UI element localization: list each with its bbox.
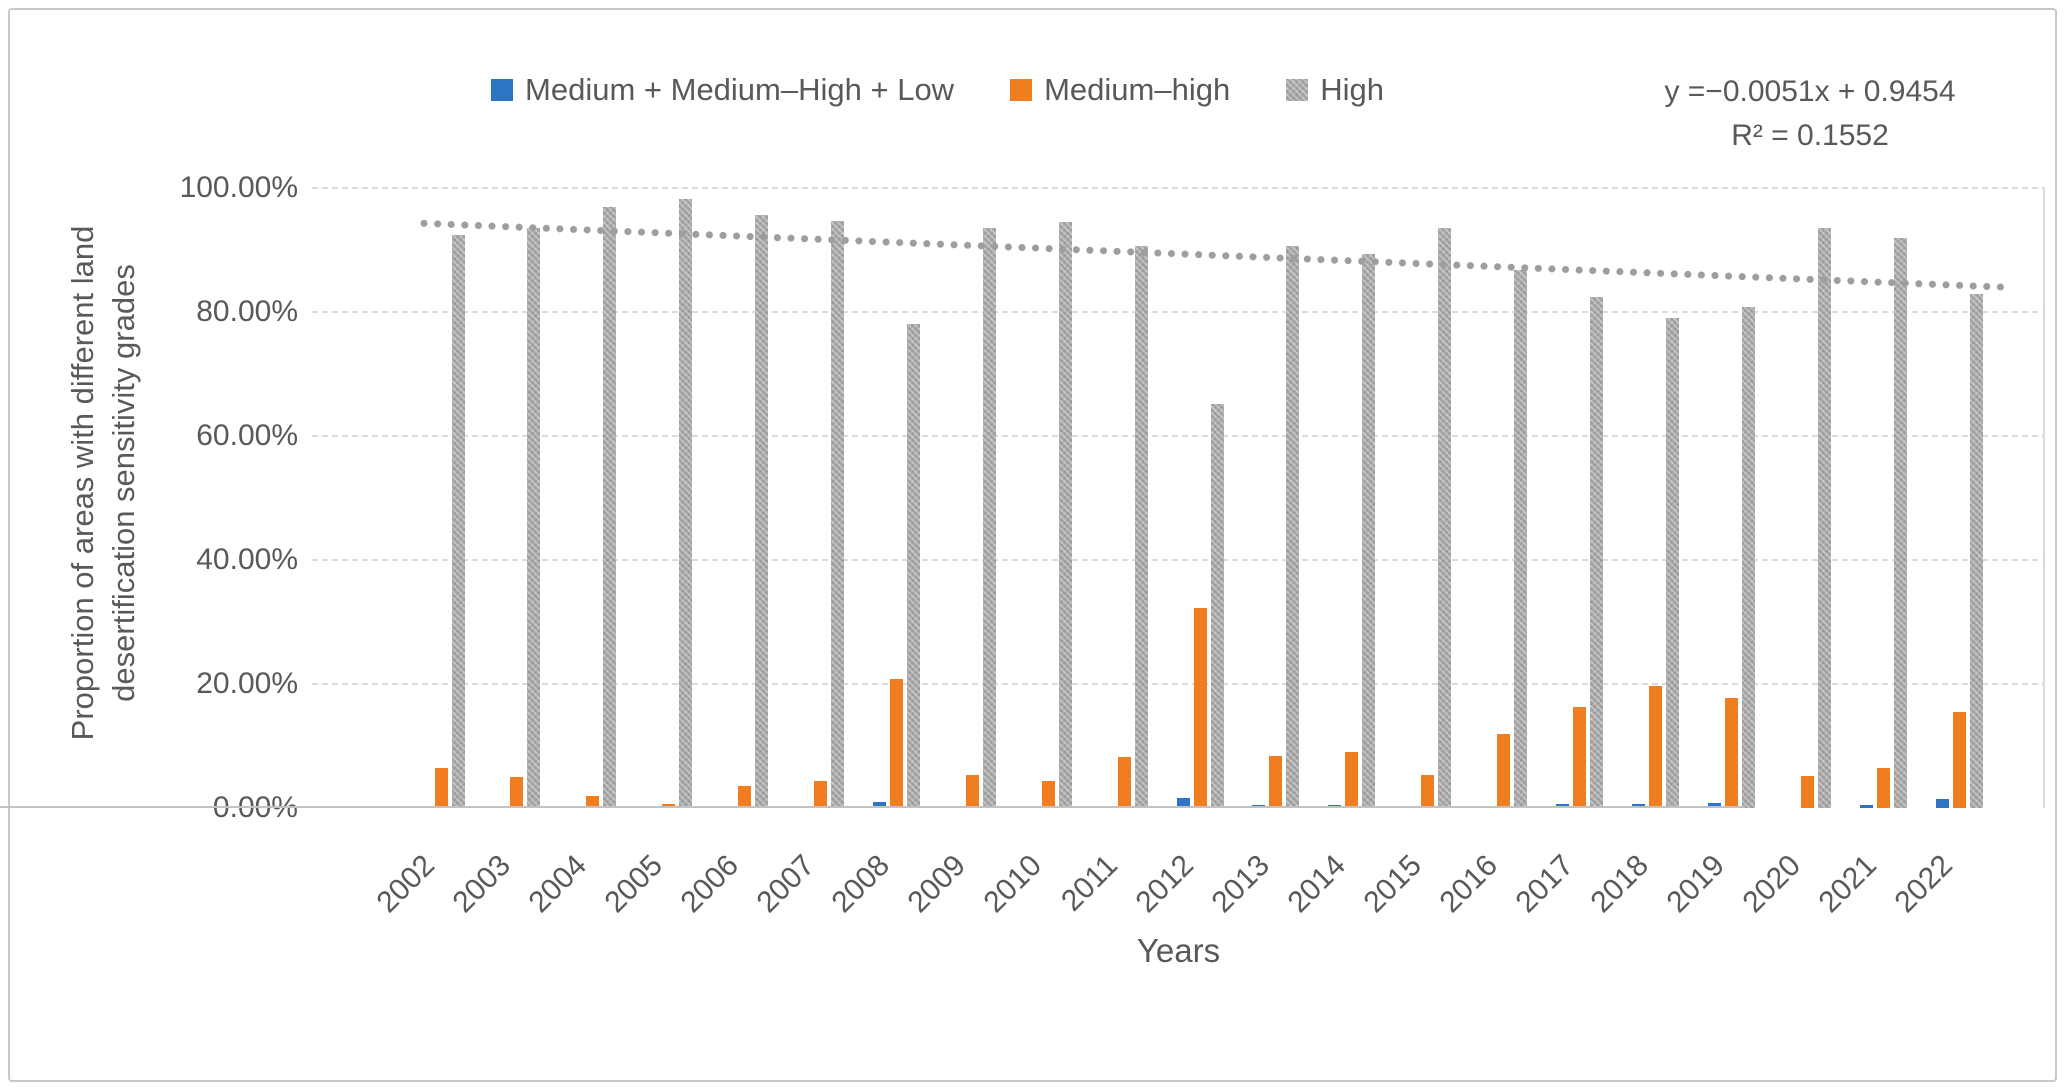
gridline-20	[312, 683, 2045, 685]
chart-legend: Medium + Medium–High + Low Medium–high H…	[0, 72, 1970, 108]
bar-high-2007	[831, 221, 844, 808]
bar-high-2016	[1514, 269, 1528, 808]
bar-high-2009	[982, 228, 996, 808]
legend-label-medium-low: Medium + Medium–High + Low	[525, 72, 955, 107]
bar-high-2021	[1893, 237, 1907, 808]
y-tick-80: 80.00%	[196, 295, 298, 328]
gridline-40	[312, 559, 2045, 561]
legend-item-medium-low: Medium + Medium–High + Low	[491, 72, 954, 108]
bar-high-2010	[1058, 222, 1072, 808]
gridline-60	[312, 435, 2045, 437]
bar-medium-high-2022	[1952, 711, 1966, 808]
bar-high-2015	[1438, 228, 1452, 808]
bar-high-2002	[451, 235, 465, 808]
bar-medium-high-2011	[1117, 756, 1131, 808]
bar-high-2004	[603, 207, 617, 808]
bar-medium-high-2007	[814, 781, 827, 808]
gridline-100	[312, 187, 2045, 189]
legend-label-medium-high: Medium–high	[1044, 72, 1231, 107]
bar-medium-high-2004	[586, 795, 600, 808]
bar-high-2017	[1590, 297, 1603, 808]
bar-medium-high-2010	[1041, 781, 1055, 808]
bar-medium-high-2016	[1497, 733, 1511, 808]
bar-high-2011	[1134, 246, 1148, 808]
bar-high-2012	[1210, 403, 1224, 808]
bar-medium-high-2008	[889, 679, 903, 808]
legend-marker-orange-icon	[1010, 79, 1033, 101]
bar-medium-high-2019	[1724, 698, 1738, 808]
bar-medium-high-2021	[1876, 767, 1890, 808]
y-tick-40: 40.00%	[196, 543, 298, 576]
bar-low-2019	[1707, 803, 1721, 808]
trendline-equation: y =−0.0051x + 0.9454	[1664, 75, 1956, 108]
bar-medium-high-2009	[965, 775, 979, 808]
bar-high-2019	[1741, 307, 1755, 808]
bar-medium-high-2013	[1269, 755, 1283, 808]
trendline-r-squared: R² = 0.1552	[1731, 119, 1889, 152]
bar-high-2020	[1817, 228, 1831, 808]
bar-medium-high-2003	[510, 777, 524, 808]
bar-medium-high-2006	[738, 786, 752, 808]
bar-high-2013	[1286, 245, 1300, 808]
y-tick-0: 0.00%	[212, 791, 298, 824]
plot-right-border	[2043, 188, 2045, 808]
y-tick-100: 100.00%	[179, 171, 298, 204]
legend-item-high: High	[1286, 72, 1384, 108]
legend-item-medium-high: Medium–high	[1010, 72, 1230, 108]
bar-medium-high-2020	[1800, 775, 1814, 808]
trendline-annotation: y =−0.0051x + 0.9454 R² = 0.1552	[1600, 70, 2020, 158]
bar-low-2021	[1859, 804, 1873, 808]
bar-high-2022	[1969, 294, 1983, 808]
legend-marker-gray-icon	[1286, 79, 1309, 101]
bar-high-2018	[1665, 317, 1679, 808]
x-axis-line	[0, 806, 1745, 808]
bar-high-2005	[679, 198, 693, 808]
bar-high-2014	[1362, 254, 1376, 808]
bar-low-2022	[1935, 799, 1949, 808]
bar-low-2012	[1176, 798, 1190, 808]
bar-medium-high-2002	[434, 768, 448, 808]
y-tick-20: 20.00%	[196, 667, 298, 700]
bar-medium-high-2012	[1193, 607, 1207, 808]
bar-medium-high-2017	[1573, 706, 1586, 808]
bar-high-2006	[755, 214, 769, 808]
gridline-80	[312, 311, 2045, 313]
bar-medium-high-2014	[1345, 752, 1359, 808]
legend-marker-blue-icon	[491, 79, 514, 101]
bar-medium-high-2018	[1648, 685, 1662, 808]
bar-low-2008	[872, 802, 886, 808]
trendline-dotted	[420, 219, 2008, 291]
x-axis-title: Years	[1136, 932, 1221, 969]
plot-area	[312, 187, 2045, 808]
y-axis-title-line1: Proportion of areas with different land	[65, 225, 100, 741]
bar-medium-high-2015	[1421, 775, 1435, 808]
y-tick-60: 60.00%	[196, 419, 298, 452]
bar-high-2003	[527, 228, 541, 808]
bar-high-2008	[906, 323, 920, 808]
legend-label-high: High	[1320, 72, 1384, 107]
